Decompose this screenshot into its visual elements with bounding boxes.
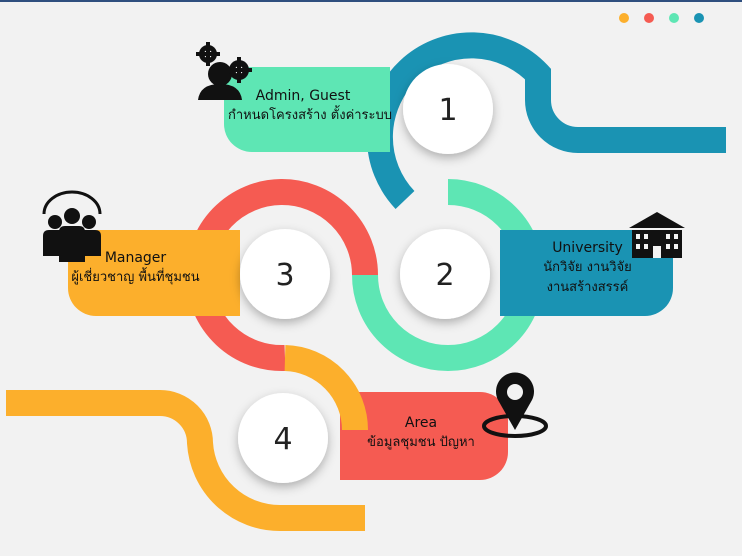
dot-red (644, 13, 654, 23)
step-number-3: 3 (275, 258, 294, 293)
team-icon (42, 190, 102, 262)
map-pin-icon (482, 372, 548, 438)
user-gears-icon (196, 42, 252, 100)
step-4-subtitle: ข้อมูลชุมชน ปัญหา (367, 435, 475, 450)
step-circle-4: 4 (238, 393, 328, 483)
orange-band (6, 230, 368, 532)
building-icon (629, 212, 685, 258)
step-2-subtitle: นักวิจัย งานวิจัย (543, 260, 632, 275)
step-2-title: University (552, 240, 623, 256)
dot-orange (619, 13, 629, 23)
decorative-dots (619, 13, 704, 23)
red-band (186, 179, 508, 480)
dot-mint (669, 13, 679, 23)
mint-band (224, 67, 544, 371)
step-1-label: Admin, Guest กำหนดโครงสร้าง ตั้งค่าระบบ (228, 86, 393, 126)
step-number-1: 1 (438, 93, 457, 128)
step-circle-2: 2 (400, 229, 490, 319)
step-2-subtitle-2: งานสร้างสรรค์ (546, 280, 629, 295)
teal-pill-university (500, 230, 673, 316)
step-4-title: Area (404, 415, 438, 431)
step-1-title: Admin, Guest (255, 88, 351, 104)
step-number-4: 4 (273, 422, 292, 457)
step-3-subtitle: ผู้เชี่ยวชาญ พื้นที่ชุมชน (71, 270, 200, 285)
top-border-line (0, 0, 742, 2)
step-1-subtitle: กำหนดโครงสร้าง ตั้งค่าระบบ (228, 108, 393, 123)
step-number-2: 2 (435, 258, 454, 293)
step-circle-1: 1 (403, 64, 493, 154)
step-4-label: Area ข้อมูลชุมชน ปัญหา (356, 413, 486, 453)
step-2-label: University นักวิจัย งานวิจัย งานสร้างสรร… (520, 238, 655, 298)
step-3-title: Manager (104, 250, 167, 266)
step-circle-3: 3 (240, 229, 330, 319)
step-3-label: Manager ผู้เชี่ยวชาญ พื้นที่ชุมชน (58, 248, 213, 288)
dot-teal (694, 13, 704, 23)
